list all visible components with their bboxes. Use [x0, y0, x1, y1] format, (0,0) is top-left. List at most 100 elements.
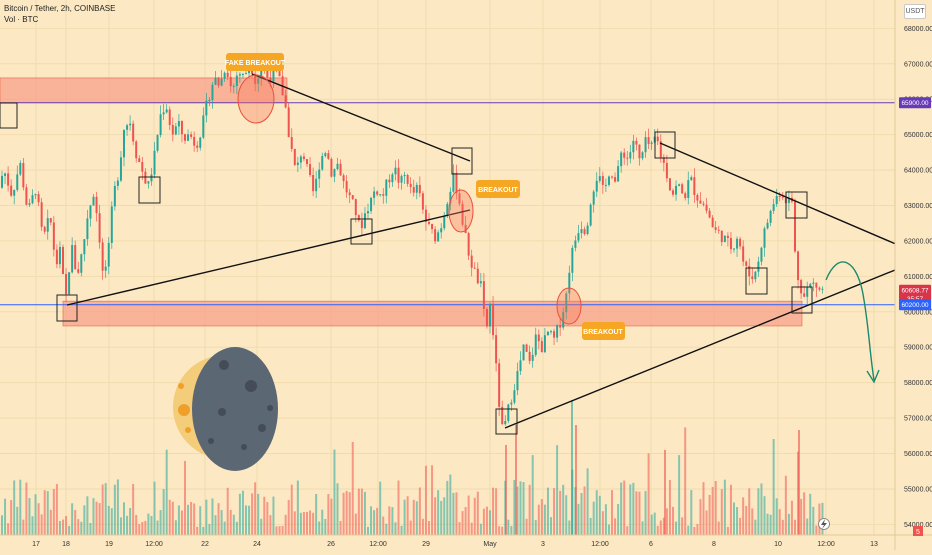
volume-bar — [757, 488, 760, 535]
breakout-circle[interactable] — [556, 287, 582, 325]
candle-body — [617, 166, 620, 182]
candle-body — [543, 335, 546, 353]
candle-body — [327, 153, 330, 159]
volume-bar — [251, 493, 254, 535]
volume-bar — [174, 520, 177, 535]
callout-breakout-2[interactable]: BREAKOUT — [582, 322, 625, 340]
candle-body — [458, 193, 461, 204]
trendline-descending-1[interactable] — [251, 73, 471, 162]
volume-bar — [101, 484, 104, 535]
candle-body — [598, 176, 601, 181]
volume-bar — [168, 499, 171, 535]
candle-body — [574, 240, 577, 248]
candle-body — [461, 203, 464, 225]
marker-box[interactable] — [0, 102, 18, 129]
volume-bar — [266, 502, 269, 535]
volume-bar — [763, 496, 766, 535]
volume-bar — [717, 521, 720, 535]
volume-bar — [132, 484, 135, 535]
candle-body — [138, 158, 141, 162]
volume-bar — [135, 514, 138, 535]
volume-bar — [238, 493, 241, 535]
volume-bar — [623, 480, 626, 535]
volume-bar — [485, 506, 488, 535]
breakout-circle[interactable] — [237, 74, 275, 124]
volume-bar — [357, 488, 360, 535]
candle-body — [665, 162, 668, 179]
projection-path[interactable] — [825, 261, 875, 381]
volume-bar — [199, 506, 202, 535]
candle-body — [342, 175, 345, 182]
candle-body — [751, 276, 754, 280]
trendline-ascending-2[interactable] — [504, 267, 901, 429]
volume-bar — [672, 506, 674, 535]
marker-box[interactable] — [56, 294, 78, 322]
volume-bar — [412, 499, 415, 535]
marker-box[interactable] — [350, 218, 373, 245]
volume-bar — [196, 526, 199, 535]
volume-bar — [586, 468, 589, 535]
volume-bar — [482, 508, 485, 535]
candle-body — [241, 73, 244, 75]
marker-box[interactable] — [745, 267, 768, 295]
candle-body — [797, 251, 800, 281]
volume-bar — [382, 516, 385, 535]
support-zone[interactable] — [62, 300, 803, 327]
marker-box[interactable] — [785, 191, 808, 219]
volume-bar — [577, 503, 580, 535]
zones — [0, 77, 803, 327]
volume-bar — [720, 489, 723, 535]
volume-bar — [687, 525, 690, 535]
candle-body — [315, 178, 318, 192]
candle-body — [809, 283, 812, 288]
candle-body — [492, 303, 495, 336]
y-tick-label: 63000.00 — [904, 203, 932, 210]
volume-bar — [327, 494, 330, 535]
volume-bar — [787, 513, 790, 535]
trendline-ascending-1[interactable] — [66, 209, 471, 306]
marker-box[interactable] — [138, 176, 161, 204]
candle-body — [232, 85, 235, 87]
volume-bar — [333, 449, 336, 535]
volume-bar — [708, 494, 711, 535]
candle-body — [394, 167, 397, 175]
trendline-descending-2[interactable] — [659, 142, 899, 246]
callout-fake-breakout[interactable]: FAKE BREAKOUT — [225, 53, 286, 71]
candle-body — [284, 95, 287, 108]
lightning-icon[interactable] — [818, 518, 830, 530]
volume-bar — [519, 481, 522, 535]
candle-body — [821, 288, 824, 290]
candle-body — [385, 179, 388, 196]
marker-box[interactable] — [451, 147, 473, 175]
candle-body — [729, 237, 732, 250]
volume-bar — [513, 480, 516, 535]
candle-body — [363, 213, 366, 229]
candle-body — [190, 134, 193, 137]
candle-body — [306, 159, 308, 165]
volume-bar — [421, 518, 424, 535]
volume-bar — [559, 490, 562, 535]
breakout-circle[interactable] — [448, 189, 474, 233]
volume-bar — [470, 522, 473, 535]
candle-body — [354, 199, 357, 216]
candle-body — [739, 238, 742, 247]
volume-bar — [531, 455, 534, 535]
marker-box[interactable] — [495, 408, 518, 435]
currency-badge[interactable]: USDT — [904, 4, 926, 19]
callout-breakout-1[interactable]: BREAKOUT — [476, 180, 520, 198]
candle-body — [379, 194, 382, 196]
candle-body — [556, 325, 559, 338]
volume-bar — [522, 482, 525, 535]
candle-body — [235, 75, 238, 86]
volume-bar — [275, 526, 278, 535]
candle-body — [748, 265, 751, 277]
marker-box[interactable] — [791, 286, 813, 314]
marker-box[interactable] — [654, 131, 676, 159]
volume-bar — [525, 518, 528, 535]
candle-body — [391, 174, 394, 183]
candle-body — [238, 74, 241, 76]
candle-body — [400, 176, 403, 183]
volume-bar — [287, 499, 290, 535]
